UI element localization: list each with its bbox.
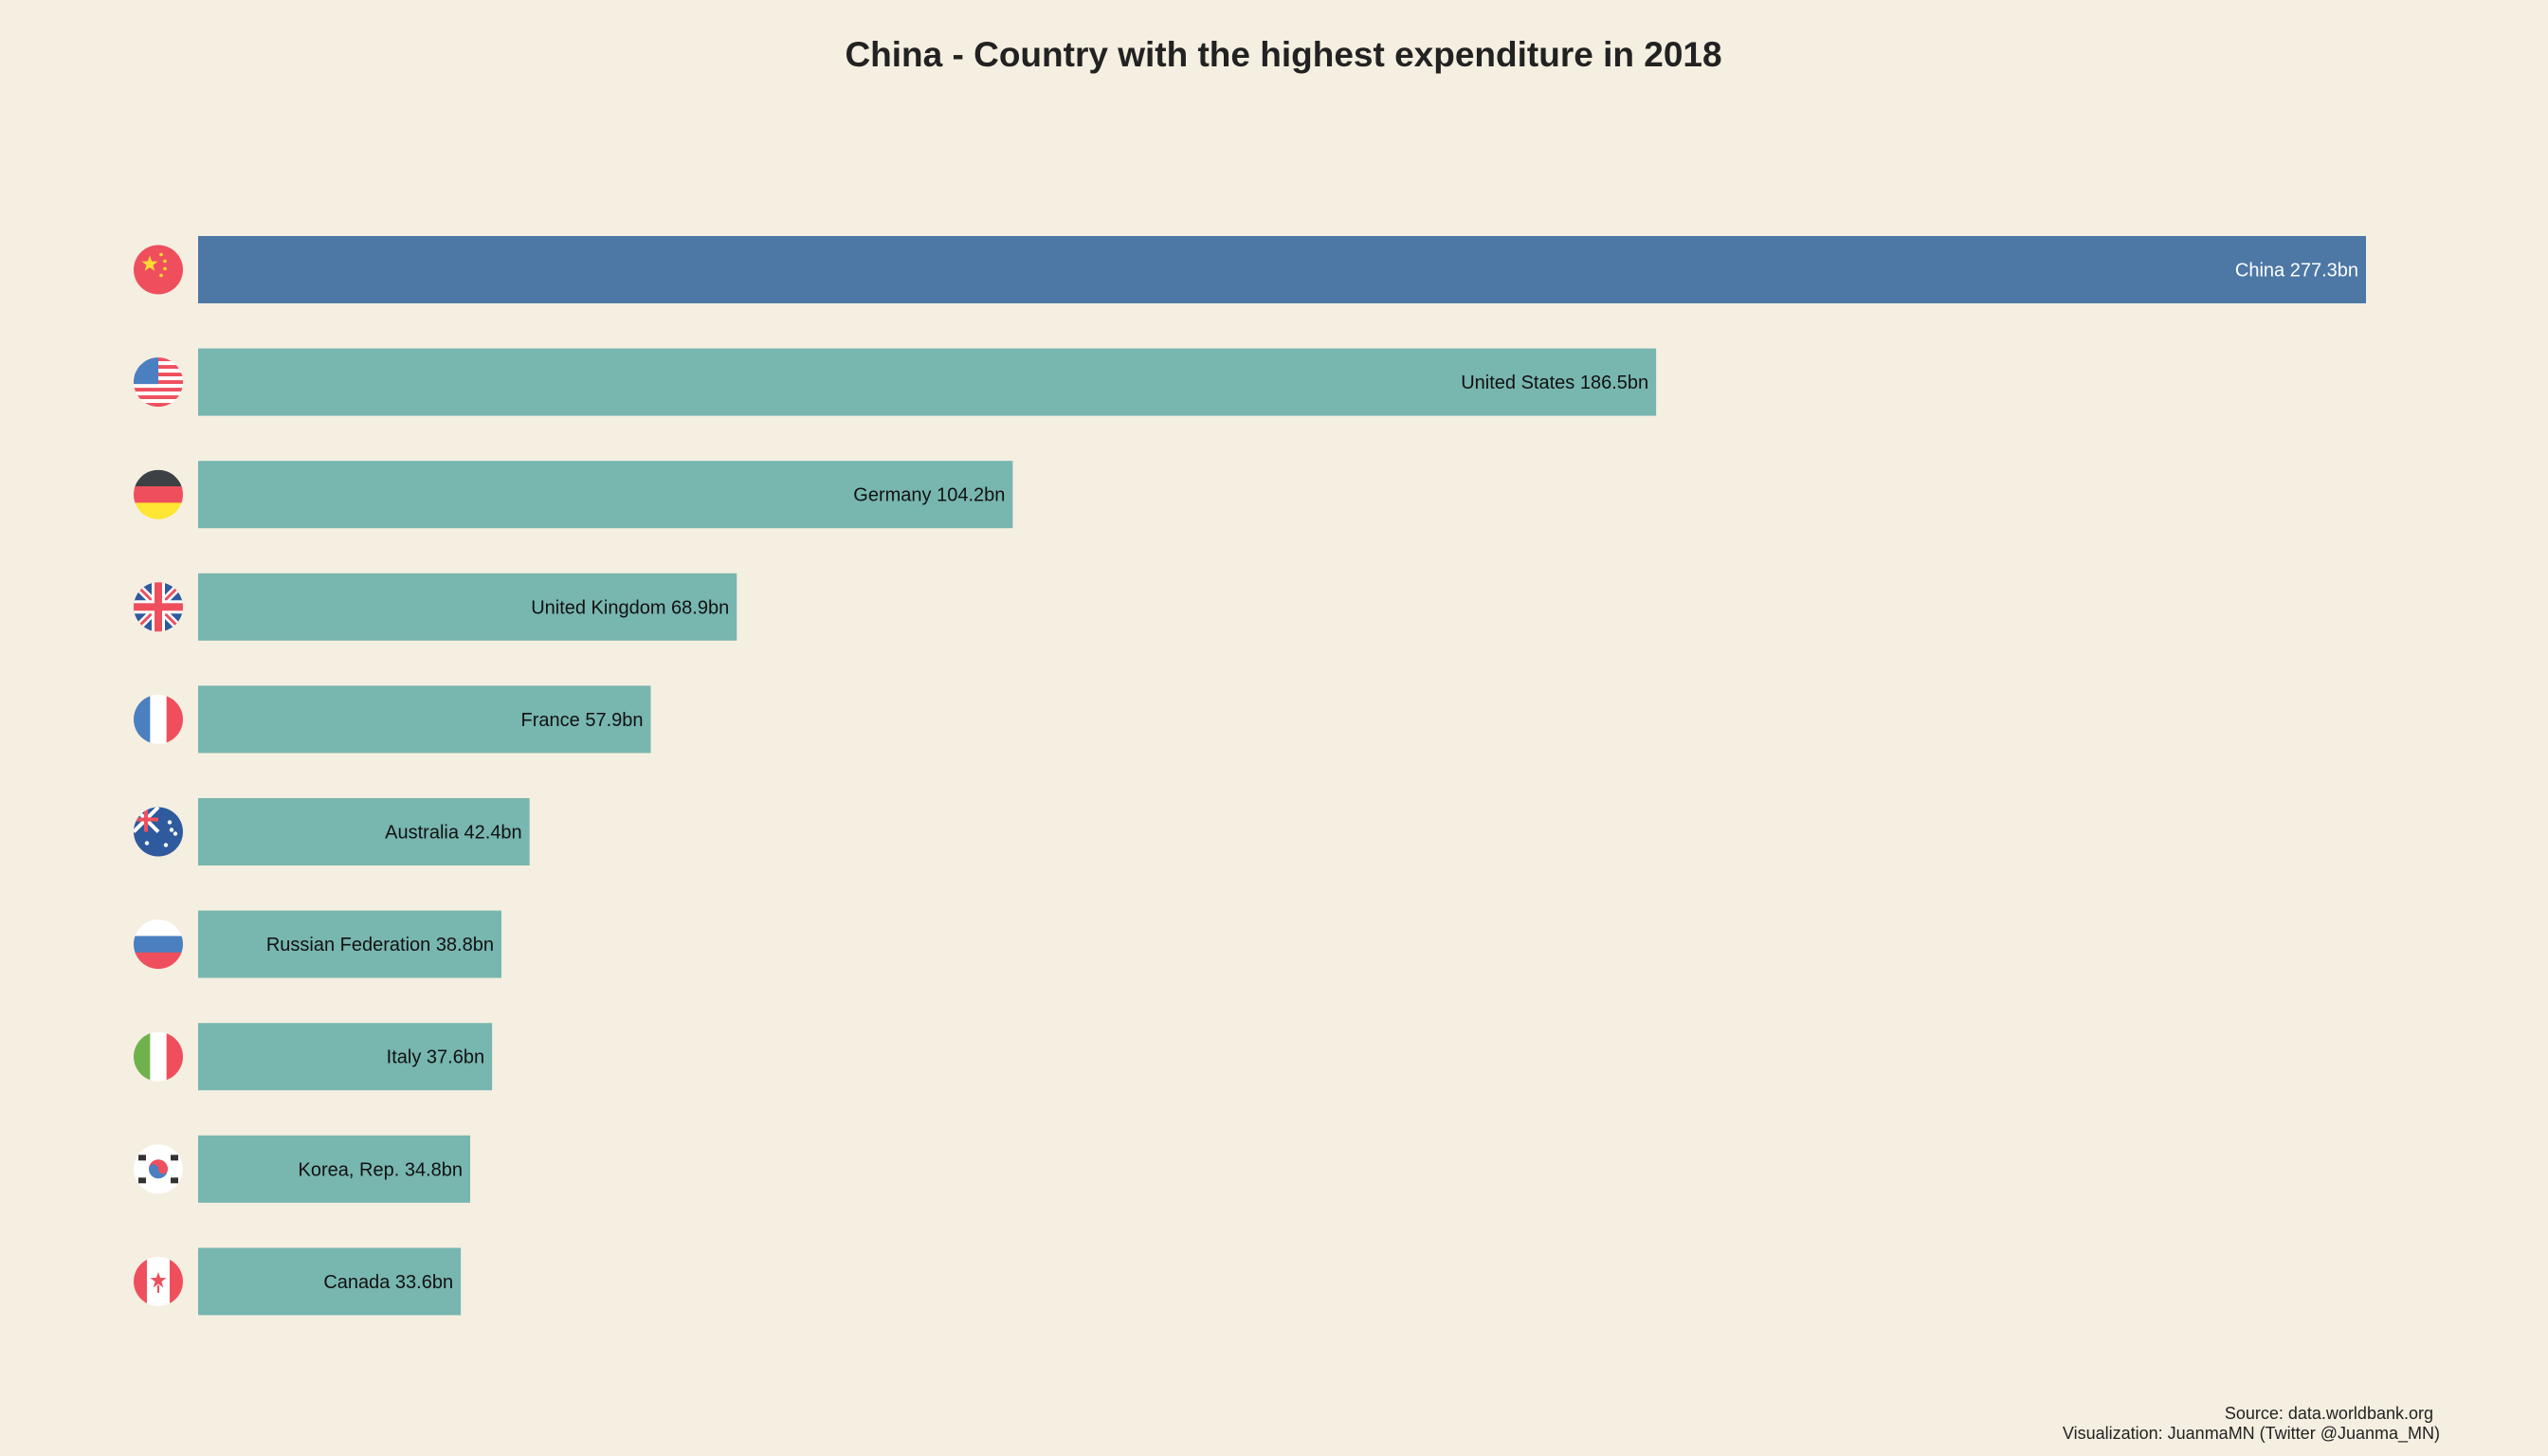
canada-flag-icon [134,1256,183,1306]
korea-flag-icon [134,1144,183,1194]
credit-text: Visualization: JuanmaMN (Twitter @Juanma… [2063,1424,2440,1444]
bar-label: Russian Federation 38.8bn [266,935,494,956]
bar-row: United Kingdom 68.9bn [134,573,737,641]
bar-row: Germany 104.2bn [134,461,1013,529]
bar-label: Italy 37.6bn [387,1047,484,1068]
bar-label: Australia 42.4bn [385,823,522,844]
uk-flag-icon [134,582,183,632]
bar-label: Germany 104.2bn [853,485,1005,506]
bar [198,236,2366,303]
bar-label: United Kingdom 68.9bn [531,597,729,618]
bar-label: Korea, Rep. 34.8bn [299,1159,463,1180]
bar-row: France 57.9bn [134,685,651,754]
bar [198,461,1013,529]
bar-row: Russian Federation 38.8bn [134,910,501,978]
bar [198,798,530,865]
source-text: Source: data.worldbank.org [2225,1404,2433,1423]
chart-title: China - Country with the highest expendi… [845,35,1721,74]
bar [198,1023,493,1091]
bar-label: France 57.9bn [521,710,644,731]
bar-label: United States 186.5bn [1461,373,1648,393]
bar [198,1247,462,1316]
bar-label: Canada 33.6bn [323,1272,453,1293]
bar-row: United States 186.5bn [134,348,1657,416]
usa-flag-icon [134,357,183,408]
russia-flag-icon [134,919,183,970]
bar [198,348,1657,416]
bar-row: China 277.3bn [134,236,2366,303]
bar-row: Korea, Rep. 34.8bn [134,1135,471,1203]
bar [198,910,501,978]
germany-flag-icon [134,469,183,519]
australia-flag-icon [134,807,183,857]
bars: China 277.3bn United States 186.5bn German… [134,236,2366,1316]
bar-row: Italy 37.6bn [134,1023,493,1091]
bar [198,685,651,754]
bar-row: Australia 42.4bn [134,798,530,865]
bar-label: China 277.3bn [2235,261,2358,282]
bar [198,1135,471,1203]
bar-row: Canada 33.6bn [134,1247,462,1316]
france-flag-icon [134,694,183,744]
china-flag-icon [134,245,183,295]
bar [198,573,737,641]
italy-flag-icon [134,1031,183,1082]
